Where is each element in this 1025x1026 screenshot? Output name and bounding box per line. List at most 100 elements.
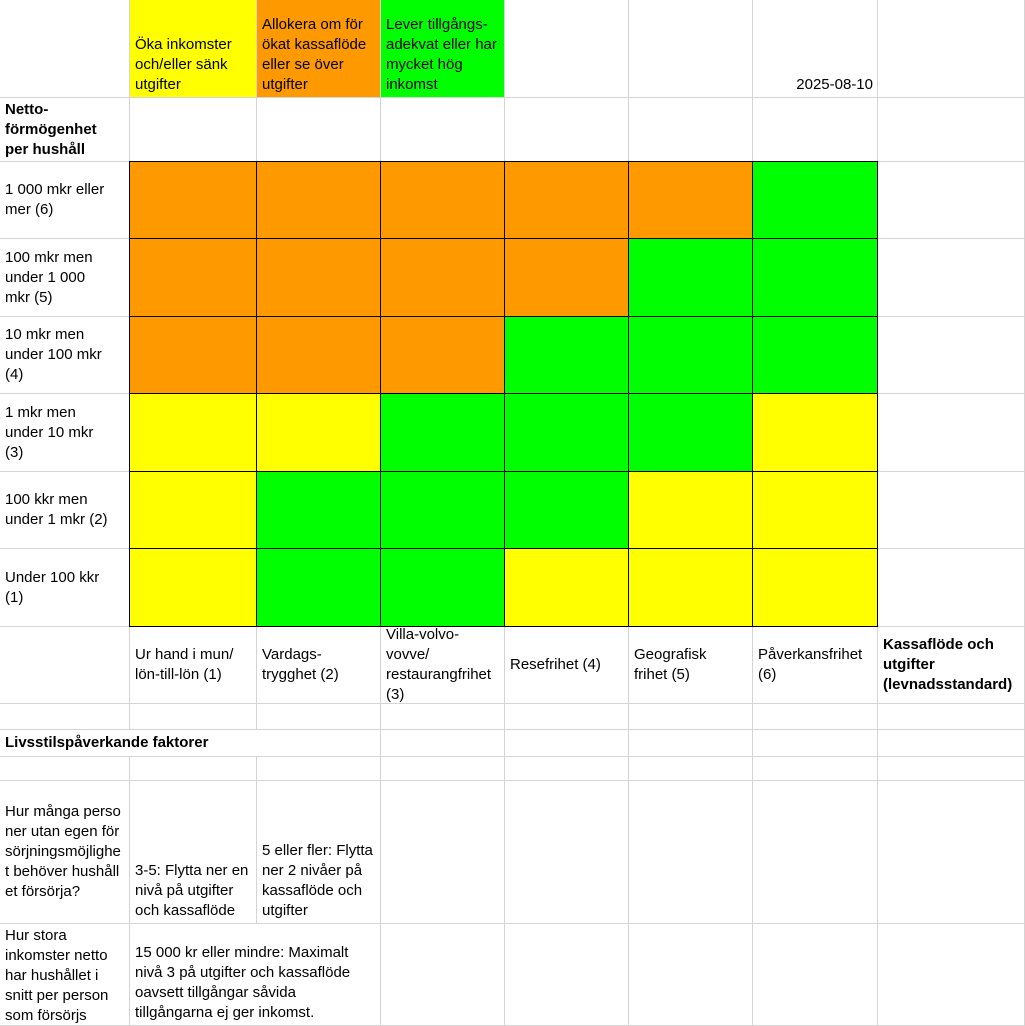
empty-cell[interactable] bbox=[629, 924, 753, 1026]
empty-cell[interactable] bbox=[505, 924, 629, 1026]
empty-cell[interactable] bbox=[381, 704, 505, 730]
empty-cell[interactable] bbox=[878, 924, 1025, 1026]
heatmap-cell[interactable] bbox=[505, 162, 629, 239]
empty-cell[interactable] bbox=[753, 757, 878, 781]
empty-cell[interactable] bbox=[257, 704, 381, 730]
empty-cell[interactable] bbox=[878, 704, 1025, 730]
heatmap-cell[interactable] bbox=[629, 239, 753, 317]
factor-question-2[interactable]: Hur stora inkomster netto har hushållet … bbox=[0, 924, 130, 1026]
heatmap-cell[interactable] bbox=[130, 162, 257, 239]
heatmap-cell[interactable] bbox=[381, 394, 505, 472]
col-label-1[interactable]: Ur hand i mun/ lön-till-lön (1) bbox=[130, 627, 257, 704]
heatmap-cell[interactable] bbox=[505, 394, 629, 472]
empty-cell[interactable] bbox=[381, 757, 505, 781]
empty-cell[interactable] bbox=[878, 162, 1025, 239]
heatmap-cell[interactable] bbox=[381, 472, 505, 549]
empty-cell[interactable] bbox=[0, 757, 130, 781]
col-label-5[interactable]: Geografisk frihet (5) bbox=[629, 627, 753, 704]
factor-question-1[interactable]: Hur många personer utan egen försörjning… bbox=[0, 781, 130, 924]
heatmap-cell[interactable] bbox=[257, 162, 381, 239]
heatmap-cell[interactable] bbox=[753, 549, 878, 627]
heatmap-cell[interactable] bbox=[753, 239, 878, 317]
row-label-5[interactable]: 100 mkr men under 1 000 mkr (5) bbox=[0, 239, 130, 317]
heatmap-cell[interactable] bbox=[130, 239, 257, 317]
col-label-4[interactable]: Resefrihet (4) bbox=[505, 627, 629, 704]
empty-cell[interactable] bbox=[878, 549, 1025, 627]
empty-cell[interactable] bbox=[753, 924, 878, 1026]
empty-cell[interactable] bbox=[878, 394, 1025, 472]
row-label-6[interactable]: 1 000 mkr eller mer (6) bbox=[0, 162, 130, 239]
heatmap-cell[interactable] bbox=[381, 549, 505, 627]
empty-cell[interactable] bbox=[878, 781, 1025, 924]
empty-cell[interactable] bbox=[878, 757, 1025, 781]
row-label-4[interactable]: 10 mkr men under 100 mkr (4) bbox=[0, 317, 130, 394]
empty-cell[interactable] bbox=[753, 98, 878, 162]
heatmap-cell[interactable] bbox=[381, 317, 505, 394]
empty-cell[interactable] bbox=[629, 704, 753, 730]
heatmap-cell[interactable] bbox=[257, 394, 381, 472]
legend-orange[interactable]: Allokera om för ökat kassaflöde eller se… bbox=[257, 0, 381, 98]
heatmap-cell[interactable] bbox=[629, 162, 753, 239]
empty-cell[interactable] bbox=[0, 704, 130, 730]
empty-cell[interactable] bbox=[878, 317, 1025, 394]
empty-cell[interactable] bbox=[381, 924, 505, 1026]
empty-cell[interactable] bbox=[130, 704, 257, 730]
empty-cell[interactable] bbox=[505, 781, 629, 924]
col-label-2[interactable]: Vardags- trygghet (2) bbox=[257, 627, 381, 704]
factor-answer-1b[interactable]: 5 eller fler: Flytta ner 2 nivåer på kas… bbox=[257, 781, 381, 924]
heatmap-cell[interactable] bbox=[629, 394, 753, 472]
heatmap-cell[interactable] bbox=[505, 239, 629, 317]
heatmap-cell[interactable] bbox=[257, 549, 381, 627]
empty-cell[interactable] bbox=[130, 757, 257, 781]
heatmap-cell[interactable] bbox=[753, 472, 878, 549]
heatmap-cell[interactable] bbox=[130, 472, 257, 549]
heatmap-cell[interactable] bbox=[257, 317, 381, 394]
empty-cell[interactable] bbox=[0, 627, 130, 704]
empty-cell[interactable] bbox=[878, 472, 1025, 549]
empty-cell[interactable] bbox=[629, 98, 753, 162]
empty-cell[interactable] bbox=[257, 757, 381, 781]
heatmap-cell[interactable] bbox=[130, 549, 257, 627]
heatmap-cell[interactable] bbox=[381, 239, 505, 317]
empty-cell[interactable] bbox=[629, 730, 753, 757]
heatmap-cell[interactable] bbox=[505, 549, 629, 627]
legend-yellow[interactable]: Öka inkomster och/eller sänk utgifter bbox=[130, 0, 257, 98]
empty-cell[interactable] bbox=[505, 704, 629, 730]
empty-cell[interactable] bbox=[753, 781, 878, 924]
empty-cell[interactable] bbox=[505, 730, 629, 757]
legend-green[interactable]: Lever tillgångs-adekvat eller har mycket… bbox=[381, 0, 505, 98]
heatmap-cell[interactable] bbox=[505, 317, 629, 394]
empty-cell[interactable] bbox=[878, 730, 1025, 757]
heatmap-cell[interactable] bbox=[629, 317, 753, 394]
empty-cell[interactable] bbox=[753, 730, 878, 757]
heatmap-cell[interactable] bbox=[257, 239, 381, 317]
empty-cell[interactable] bbox=[257, 98, 381, 162]
row-label-2[interactable]: 100 kkr men under 1 mkr (2) bbox=[0, 472, 130, 549]
y-axis-title-cell[interactable]: Netto- förmögenhet per hushåll bbox=[0, 98, 130, 162]
empty-cell[interactable] bbox=[629, 781, 753, 924]
empty-cell[interactable] bbox=[629, 0, 753, 98]
x-axis-title-cell[interactable]: Kassaflöde och utgifter (levnadsstandard… bbox=[878, 627, 1025, 704]
heatmap-cell[interactable] bbox=[629, 472, 753, 549]
section-title-cell[interactable]: Livsstilspåverkande faktorer bbox=[0, 730, 381, 757]
col-label-3[interactable]: Villa-volvo- vovve/ restaurangfrihet (3) bbox=[381, 627, 505, 704]
empty-cell[interactable] bbox=[381, 730, 505, 757]
empty-cell[interactable] bbox=[878, 0, 1025, 98]
empty-cell[interactable] bbox=[381, 781, 505, 924]
empty-cell[interactable] bbox=[878, 239, 1025, 317]
heatmap-cell[interactable] bbox=[505, 472, 629, 549]
empty-cell[interactable] bbox=[505, 98, 629, 162]
heatmap-cell[interactable] bbox=[753, 394, 878, 472]
empty-cell[interactable] bbox=[505, 0, 629, 98]
factor-answer-2a[interactable]: 15 000 kr eller mindre: Maximalt nivå 3 … bbox=[130, 924, 381, 1026]
row-label-3[interactable]: 1 mkr men under 10 mkr (3) bbox=[0, 394, 130, 472]
heatmap-cell[interactable] bbox=[381, 162, 505, 239]
row-label-1[interactable]: Under 100 kkr (1) bbox=[0, 549, 130, 627]
empty-cell[interactable] bbox=[381, 98, 505, 162]
date-cell[interactable]: 2025-08-10 bbox=[753, 0, 878, 98]
heatmap-cell[interactable] bbox=[130, 317, 257, 394]
col-label-6[interactable]: Påverkansfrihet (6) bbox=[753, 627, 878, 704]
factor-answer-1a[interactable]: 3-5: Flytta ner en nivå på utgifter och … bbox=[130, 781, 257, 924]
heatmap-cell[interactable] bbox=[130, 394, 257, 472]
empty-cell[interactable] bbox=[629, 757, 753, 781]
